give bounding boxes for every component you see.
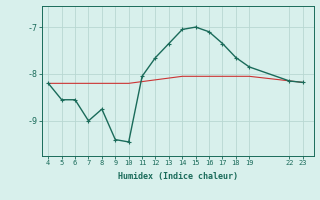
X-axis label: Humidex (Indice chaleur): Humidex (Indice chaleur) [118,172,237,181]
